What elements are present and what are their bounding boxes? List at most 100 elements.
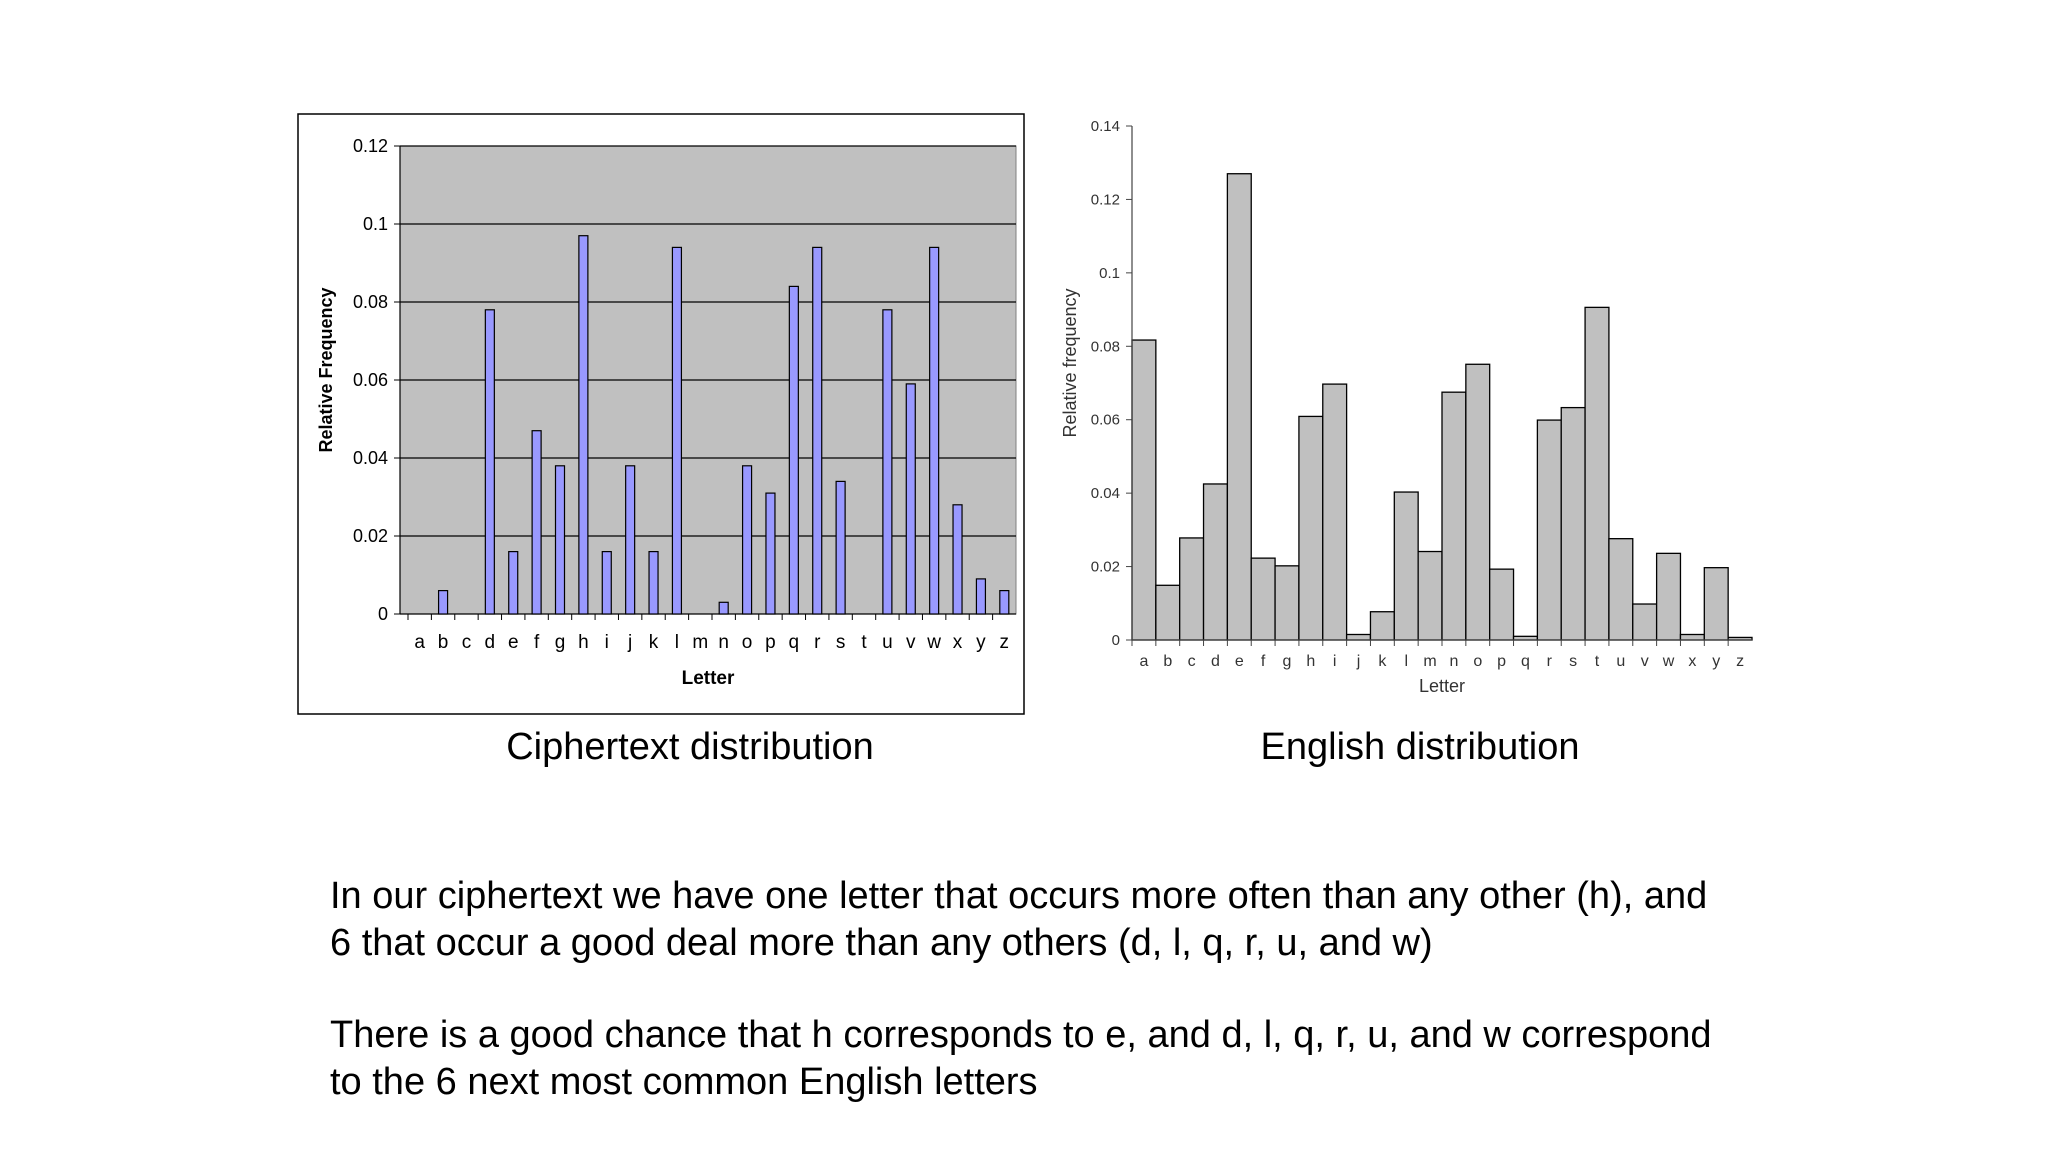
bar-h: [578, 235, 589, 615]
bar-a: [1131, 339, 1157, 641]
bar-g: [554, 465, 566, 615]
x-tick-label: c: [462, 632, 472, 653]
bar-i: [601, 551, 612, 615]
x-tick-label: m: [692, 632, 708, 653]
y-tick-label: 0.1: [363, 214, 388, 234]
x-tick-label: b: [438, 632, 449, 653]
x-tick-label: p: [1497, 653, 1506, 670]
x-tick-label: t: [1595, 653, 1600, 670]
x-tick-label: h: [578, 632, 589, 653]
x-tick-label: i: [605, 632, 609, 653]
x-tick-label: x: [1688, 653, 1696, 670]
bar-t: [1584, 306, 1610, 641]
bar-m: [1417, 550, 1443, 641]
y-tick-label: 0.14: [1091, 118, 1120, 135]
bar-b: [437, 590, 449, 615]
y-axis-label: Relative frequency: [1060, 288, 1080, 437]
bar-w: [929, 246, 940, 615]
bar-q: [788, 285, 799, 615]
x-tick-label: k: [1378, 653, 1387, 670]
explanation-paragraph-1: In our ciphertext we have one letter tha…: [330, 873, 1780, 967]
bar-k: [648, 551, 659, 615]
x-tick-label: n: [718, 632, 729, 653]
x-tick-label: u: [1616, 653, 1625, 670]
y-tick-label: 0: [378, 604, 388, 624]
x-tick-label: s: [836, 632, 846, 653]
bar-v: [905, 383, 916, 615]
x-tick-label: f: [534, 632, 540, 653]
ciphertext-distribution-chart: 0 0.02 0.04 0.06 0.08 0.1 0.12 a b c d e f g h i j k l m n o p…: [297, 113, 1025, 715]
bar-p: [765, 492, 776, 615]
y-tick-label: 0: [1112, 632, 1120, 649]
bar-r: [1536, 419, 1562, 641]
bar-u: [1608, 538, 1634, 641]
bar-o: [1465, 363, 1491, 641]
x-tick-label: e: [508, 632, 519, 653]
x-tick-label: q: [1521, 653, 1530, 670]
bar-o: [741, 465, 753, 615]
x-tick-label: h: [1306, 653, 1315, 670]
paragraph-line: to the 6 next most common English letter…: [330, 1061, 1038, 1103]
english-caption: English distribution: [1260, 726, 1580, 768]
y-tick-label: 0.12: [353, 136, 388, 156]
bar-y: [1703, 567, 1729, 641]
english-distribution-chart: 0 0.02 0.04 0.06 0.08 0.1 0.12 0.14 a b c d e f g h i j k l…: [1060, 118, 1753, 696]
x-tick-label: s: [1569, 653, 1577, 670]
x-tick-label: k: [649, 632, 659, 653]
x-axis-label: Letter: [682, 668, 735, 689]
x-tick-label: n: [1449, 653, 1458, 670]
bar-w: [1655, 552, 1682, 641]
x-tick-label: y: [1712, 653, 1720, 670]
y-tick-label: 0.02: [1091, 559, 1120, 576]
bar-i: [1322, 383, 1348, 641]
x-tick-label: o: [1473, 653, 1482, 670]
bar-d: [1202, 483, 1229, 641]
bar-g: [1274, 565, 1300, 641]
bar-x: [952, 504, 963, 615]
x-tick-label: v: [1641, 653, 1649, 670]
bar-d: [484, 309, 495, 615]
x-tick-label: t: [861, 632, 867, 653]
y-tick-label: 0.04: [353, 448, 388, 468]
bar-b: [1155, 584, 1181, 641]
bar-k: [1369, 611, 1395, 641]
x-tick-label: e: [1235, 653, 1244, 670]
bar-y: [975, 578, 987, 615]
x-tick-label: j: [627, 632, 632, 653]
y-tick-label: 0.08: [353, 292, 388, 312]
x-tick-label: r: [814, 632, 821, 653]
x-tick-label: a: [414, 632, 425, 653]
y-tick-label: 0.1: [1099, 265, 1120, 282]
x-tick-label: y: [976, 632, 986, 653]
x-axis-label: Letter: [1419, 676, 1465, 696]
x-tick-label: m: [1423, 653, 1436, 670]
x-tick-label: q: [789, 632, 800, 653]
x-tick-label: u: [882, 632, 893, 653]
x-tick-label: c: [1188, 653, 1196, 670]
y-tick-label: 0.04: [1091, 485, 1120, 502]
x-tick-label: l: [1404, 653, 1408, 670]
bar-e: [1226, 173, 1252, 641]
bar-f: [1250, 557, 1276, 641]
x-tick-label: i: [1333, 653, 1337, 670]
paragraph-line: 6 that occur a good deal more than any o…: [330, 922, 1433, 964]
y-axis-label: Relative Frequency: [316, 287, 336, 452]
x-tick-label: g: [1283, 653, 1292, 670]
x-tick-label: x: [953, 632, 963, 653]
x-tick-label: v: [906, 632, 916, 653]
bar-l: [1393, 491, 1419, 641]
y-tick-label: 0.12: [1091, 191, 1120, 208]
y-tick-label: 0.06: [353, 370, 388, 390]
bar-n: [1441, 391, 1467, 641]
bar-c: [1179, 537, 1205, 641]
bar-p: [1489, 568, 1515, 641]
y-tick-label: 0.08: [1091, 338, 1120, 355]
x-tick-label: g: [555, 632, 566, 653]
paragraph-line: There is a good chance that h correspond…: [330, 1014, 1712, 1056]
x-tick-label: w: [926, 632, 941, 653]
x-tick-label: p: [765, 632, 776, 653]
x-tick-label: r: [1547, 653, 1553, 670]
x-tick-label: d: [1211, 653, 1220, 670]
x-tick-label: d: [485, 632, 496, 653]
